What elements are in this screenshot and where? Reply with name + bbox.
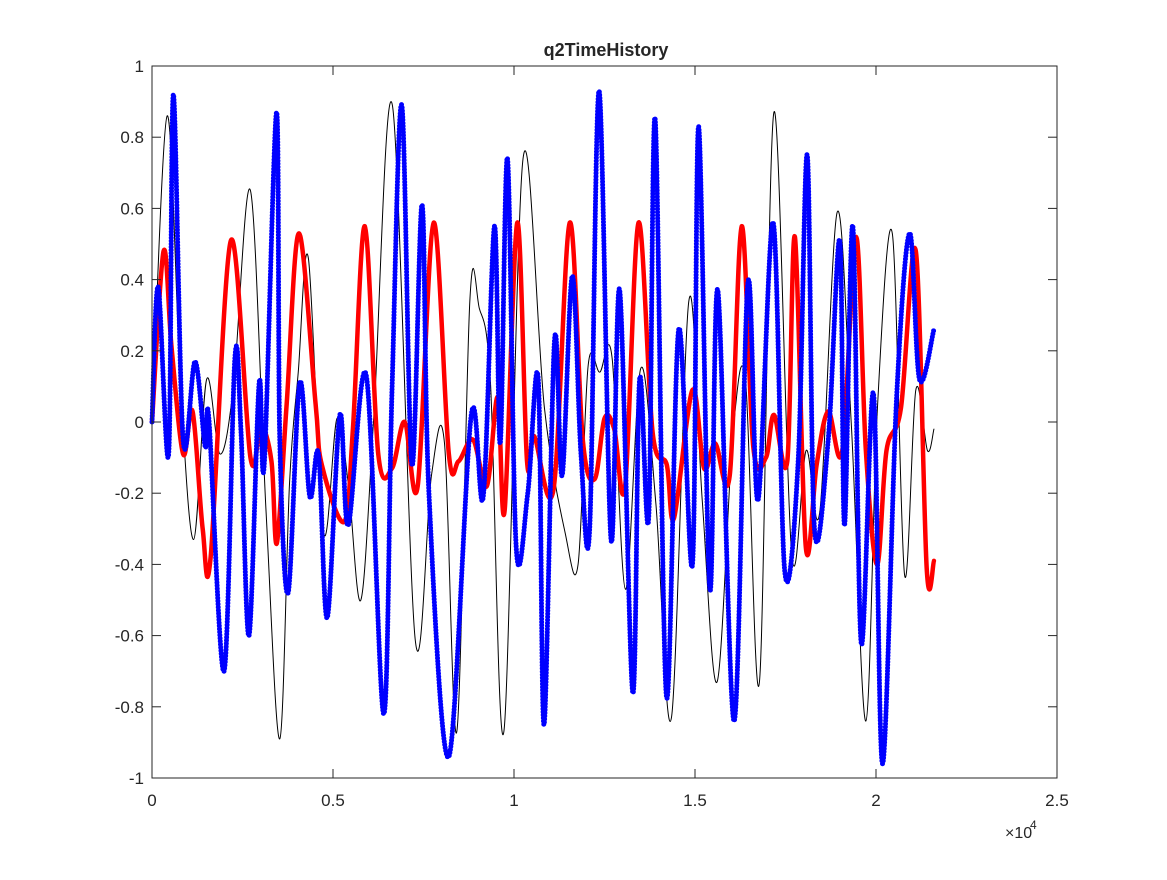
axis-layer: 0 0.5 1 1.5 2 2.5 -1 -0.8 -0.6 -0.4 -0.2 0 0.2 0.4 0.6… bbox=[115, 57, 1069, 810]
y-tick-label: 1 bbox=[135, 57, 144, 76]
series-line-2 bbox=[149, 220, 937, 592]
series-layer bbox=[149, 88, 937, 767]
y-tick-label: -0.8 bbox=[115, 698, 144, 717]
x-tick-label: 2 bbox=[871, 791, 880, 810]
y-tick-label: 0.8 bbox=[120, 128, 144, 147]
series-line-3 bbox=[149, 88, 937, 767]
x-axis-multiplier-exponent: 4 bbox=[1030, 818, 1037, 832]
x-tick-label: 1.5 bbox=[683, 791, 707, 810]
y-tick-label: 0.6 bbox=[120, 199, 144, 218]
y-tick-label: 0.4 bbox=[120, 271, 144, 290]
y-tick-label: 0 bbox=[135, 413, 144, 432]
x-tick-label: 1 bbox=[509, 791, 518, 810]
x-tick-label: 0.5 bbox=[321, 791, 345, 810]
y-tick-label: -1 bbox=[129, 769, 144, 788]
x-axis-multiplier: ×10 bbox=[1005, 825, 1032, 842]
x-tick-label: 0 bbox=[147, 791, 156, 810]
y-tick-label: -0.2 bbox=[115, 484, 144, 503]
x-tick-label: 2.5 bbox=[1045, 791, 1069, 810]
y-tick-label: 0.2 bbox=[120, 342, 144, 361]
chart-title: q2TimeHistory bbox=[544, 40, 669, 60]
y-tick-label: -0.6 bbox=[115, 627, 144, 646]
y-tick-label: -0.4 bbox=[115, 555, 144, 574]
